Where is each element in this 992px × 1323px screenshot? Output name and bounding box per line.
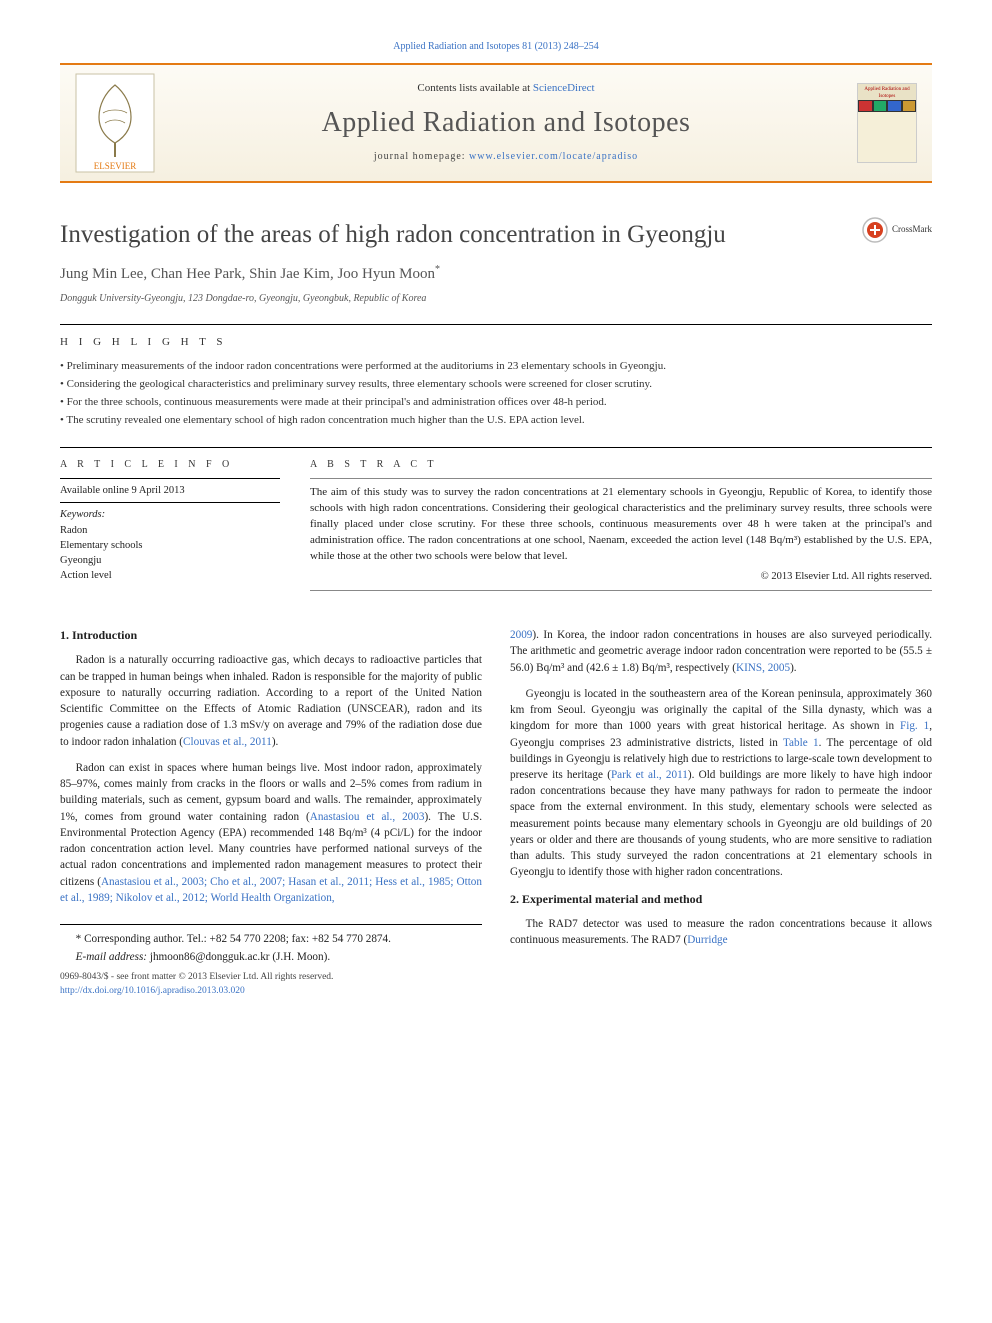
- sciencedirect-link[interactable]: ScienceDirect: [533, 82, 595, 94]
- author-list: Jung Min Lee, Chan Hee Park, Shin Jae Ki…: [60, 263, 932, 286]
- article-body: 1. Introduction Radon is a naturally occ…: [60, 627, 932, 999]
- highlight-item: The scrutiny revealed one elementary sch…: [60, 413, 932, 429]
- section-heading-intro: 1. Introduction: [60, 627, 482, 644]
- body-paragraph: Gyeongju is located in the southeastern …: [510, 686, 932, 881]
- citation-link[interactable]: Clouvas et al., 2011: [183, 736, 272, 748]
- article-info-heading: A R T I C L E I N F O: [60, 458, 280, 473]
- corr-author-mark: *: [435, 264, 440, 275]
- highlights-heading: H I G H L I G H T S: [60, 335, 932, 351]
- body-paragraph: Radon is a naturally occurring radioacti…: [60, 652, 482, 749]
- body-text: ).: [272, 736, 279, 748]
- publisher-logo: ELSEVIER: [60, 65, 170, 181]
- citation-link[interactable]: 2009: [510, 629, 532, 641]
- doi-link[interactable]: http://dx.doi.org/10.1016/j.apradiso.201…: [60, 986, 245, 996]
- body-text: ). In Korea, the indoor radon concentrat…: [510, 629, 932, 673]
- article-title: Investigation of the areas of high radon…: [60, 217, 862, 253]
- abstract-heading: A B S T R A C T: [310, 458, 932, 473]
- email-value: jhmoon86@dongguk.ac.kr (J.H. Moon).: [150, 951, 330, 963]
- abstract-text: The aim of this study was to survey the …: [310, 485, 932, 565]
- divider: [310, 478, 932, 479]
- homepage-link[interactable]: www.elsevier.com/locate/apradiso: [469, 151, 638, 162]
- highlight-item: For the three schools, continuous measur…: [60, 395, 932, 411]
- body-paragraph: 2009). In Korea, the indoor radon concen…: [510, 627, 932, 676]
- keyword: Gyeongju: [60, 553, 280, 568]
- available-online: Available online 9 April 2013: [60, 478, 280, 503]
- highlight-item: Preliminary measurements of the indoor r…: [60, 359, 932, 375]
- email-line: E-mail address: jhmoon86@dongguk.ac.kr (…: [60, 949, 482, 965]
- highlight-item: Considering the geological characteristi…: [60, 377, 932, 393]
- divider: [310, 590, 932, 591]
- section-heading-experimental: 2. Experimental material and method: [510, 891, 932, 908]
- corresponding-author: * Corresponding author. Tel.: +82 54 770…: [60, 931, 482, 947]
- affiliation: Dongguk University-Gyeongju, 123 Dongdae…: [60, 292, 932, 307]
- keywords-label: Keywords:: [60, 507, 280, 522]
- email-label: E-mail address:: [76, 951, 147, 963]
- crossmark-icon: [862, 217, 888, 243]
- journal-cover-thumb: Applied Radiation and Isotopes: [842, 65, 932, 181]
- contents-available: Contents lists available at ScienceDirec…: [417, 81, 594, 97]
- masthead: ELSEVIER Contents lists available at Sci…: [60, 63, 932, 183]
- homepage-prefix: journal homepage:: [374, 151, 469, 162]
- keyword: Elementary schools: [60, 538, 280, 553]
- highlights-section: H I G H L I G H T S Preliminary measurem…: [60, 335, 932, 429]
- divider: [60, 447, 932, 448]
- authors-text: Jung Min Lee, Chan Hee Park, Shin Jae Ki…: [60, 266, 435, 282]
- body-text: ). Old buildings are more likely to have…: [510, 769, 932, 878]
- citation-link[interactable]: Durridge: [687, 934, 727, 946]
- abstract-section: A B S T R A C T The aim of this study wa…: [310, 458, 932, 597]
- citation-link[interactable]: Park et al., 2011: [611, 769, 688, 781]
- citation-link[interactable]: KINS, 2005: [736, 662, 790, 674]
- footnotes: * Corresponding author. Tel.: +82 54 770…: [60, 924, 482, 999]
- crossmark-label: CrossMark: [892, 223, 932, 236]
- elsevier-tree-icon: ELSEVIER: [75, 73, 155, 173]
- journal-issue-link-text[interactable]: Applied Radiation and Isotopes 81 (2013)…: [393, 41, 599, 52]
- citation-link[interactable]: Anastasiou et al., 2003; Cho et al., 200…: [60, 876, 482, 904]
- citation-link[interactable]: Anastasiou et al., 2003: [310, 811, 425, 823]
- table-link[interactable]: Table 1: [783, 737, 819, 749]
- journal-issue-link[interactable]: Applied Radiation and Isotopes 81 (2013)…: [60, 40, 932, 55]
- body-text: Radon is a naturally occurring radioacti…: [60, 654, 482, 747]
- body-text: ).: [790, 662, 797, 674]
- issn-line: 0969-8043/$ - see front matter © 2013 El…: [60, 971, 482, 985]
- publisher-name: ELSEVIER: [94, 161, 137, 171]
- body-paragraph: The RAD7 detector was used to measure th…: [510, 916, 932, 948]
- article-info: A R T I C L E I N F O Available online 9…: [60, 458, 280, 597]
- crossmark-badge[interactable]: CrossMark: [862, 217, 932, 243]
- keyword: Radon: [60, 523, 280, 538]
- body-text: Gyeongju is located in the southeastern …: [510, 688, 932, 732]
- divider: [60, 324, 932, 325]
- journal-title: Applied Radiation and Isotopes: [322, 103, 691, 144]
- figure-link[interactable]: Fig. 1: [900, 720, 929, 732]
- cover-title: Applied Radiation and Isotopes: [858, 84, 916, 100]
- body-paragraph: Radon can exist in spaces where human be…: [60, 760, 482, 906]
- keyword: Action level: [60, 568, 280, 583]
- journal-homepage: journal homepage: www.elsevier.com/locat…: [374, 150, 638, 165]
- abstract-copyright: © 2013 Elsevier Ltd. All rights reserved…: [310, 569, 932, 584]
- contents-prefix: Contents lists available at: [417, 82, 532, 94]
